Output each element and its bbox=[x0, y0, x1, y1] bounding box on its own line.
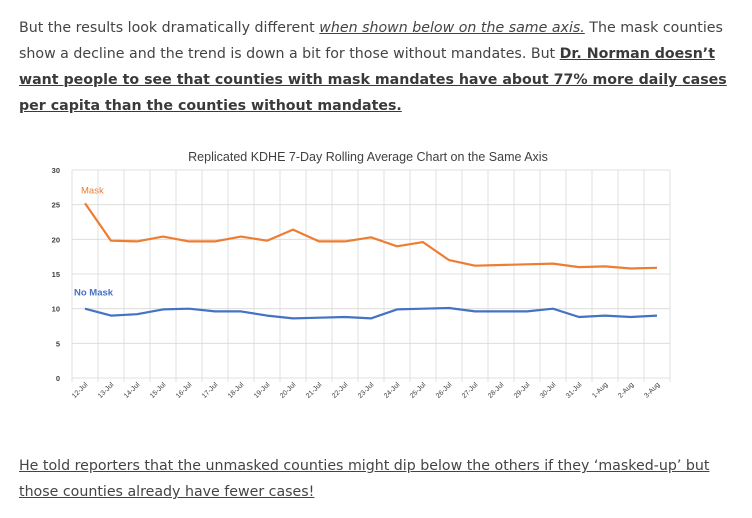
series-label-mask: Mask bbox=[81, 185, 104, 196]
x-tick-label: 2-Aug bbox=[617, 381, 635, 399]
x-axis-ticks: 12-Jul 13-Jul 14-Jul 15-Jul 16-Jul 17-Jul 18-J… bbox=[71, 381, 662, 400]
x-tick-label: 24-Jul bbox=[383, 381, 402, 400]
x-tick-label: 20-Jul bbox=[279, 381, 298, 400]
x-tick-label: 14-Jul bbox=[123, 381, 142, 400]
x-tick-label: 15-Jul bbox=[149, 381, 168, 400]
x-tick-label: 26-Jul bbox=[435, 381, 454, 400]
x-tick-label: 22-Jul bbox=[331, 381, 350, 400]
x-tick-label: 19-Jul bbox=[253, 381, 272, 400]
closing-text[interactable]: He told reporters that the unmasked coun… bbox=[19, 458, 710, 500]
middle-text: The mask counties show a decline and the… bbox=[19, 20, 723, 62]
x-tick-label: 30-Jul bbox=[539, 381, 558, 400]
x-tick-label: 23-Jul bbox=[357, 381, 376, 400]
x-tick-label: 25-Jul bbox=[409, 381, 428, 400]
bold-claim-text: Dr. Norman doesn’t want people to see th… bbox=[19, 46, 727, 114]
chart-title: Replicated KDHE 7-Day Rolling Average Ch… bbox=[188, 150, 548, 164]
closing-paragraph[interactable]: He told reporters that the unmasked coun… bbox=[19, 453, 739, 505]
x-tick-label: 16-Jul bbox=[175, 381, 194, 400]
y-tick-label: 0 bbox=[56, 374, 60, 383]
x-tick-label: 13-Jul bbox=[97, 381, 116, 400]
y-axis-ticks: 0 5 10 15 20 25 30 bbox=[52, 166, 60, 383]
x-tick-label: 21-Jul bbox=[305, 381, 324, 400]
x-tick-label: 29-Jul bbox=[513, 381, 532, 400]
x-tick-label: 1-Aug bbox=[591, 381, 609, 399]
line-chart: Replicated KDHE 7-Day Rolling Average Ch… bbox=[52, 150, 671, 400]
x-tick-label: 31-Jul bbox=[565, 381, 584, 400]
y-tick-label: 10 bbox=[52, 305, 60, 314]
x-tick-label: 28-Jul bbox=[487, 381, 506, 400]
x-tick-label: 17-Jul bbox=[201, 381, 220, 400]
y-tick-label: 30 bbox=[52, 166, 60, 175]
series-line-mask bbox=[84, 202, 658, 270]
y-tick-label: 5 bbox=[56, 339, 60, 348]
y-tick-label: 15 bbox=[52, 270, 60, 279]
series-label-no-mask: No Mask bbox=[74, 288, 114, 299]
x-tick-label: 27-Jul bbox=[461, 381, 480, 400]
series-line-no-mask bbox=[84, 306, 658, 320]
intro-text: But the results look dramatically differ… bbox=[19, 20, 320, 36]
y-tick-label: 20 bbox=[52, 235, 60, 244]
same-axis-link[interactable]: when shown below on the same axis. bbox=[319, 20, 585, 36]
intro-paragraph: But the results look dramatically differ… bbox=[19, 15, 739, 119]
x-tick-label: 18-Jul bbox=[227, 381, 246, 400]
x-tick-label: 12-Jul bbox=[71, 381, 90, 400]
x-tick-label: 3-Aug bbox=[643, 381, 661, 399]
chart-series bbox=[84, 202, 658, 320]
chart-grid bbox=[71, 169, 671, 382]
series-labels: Mask No Mask bbox=[74, 185, 114, 298]
y-tick-label: 25 bbox=[52, 201, 60, 210]
